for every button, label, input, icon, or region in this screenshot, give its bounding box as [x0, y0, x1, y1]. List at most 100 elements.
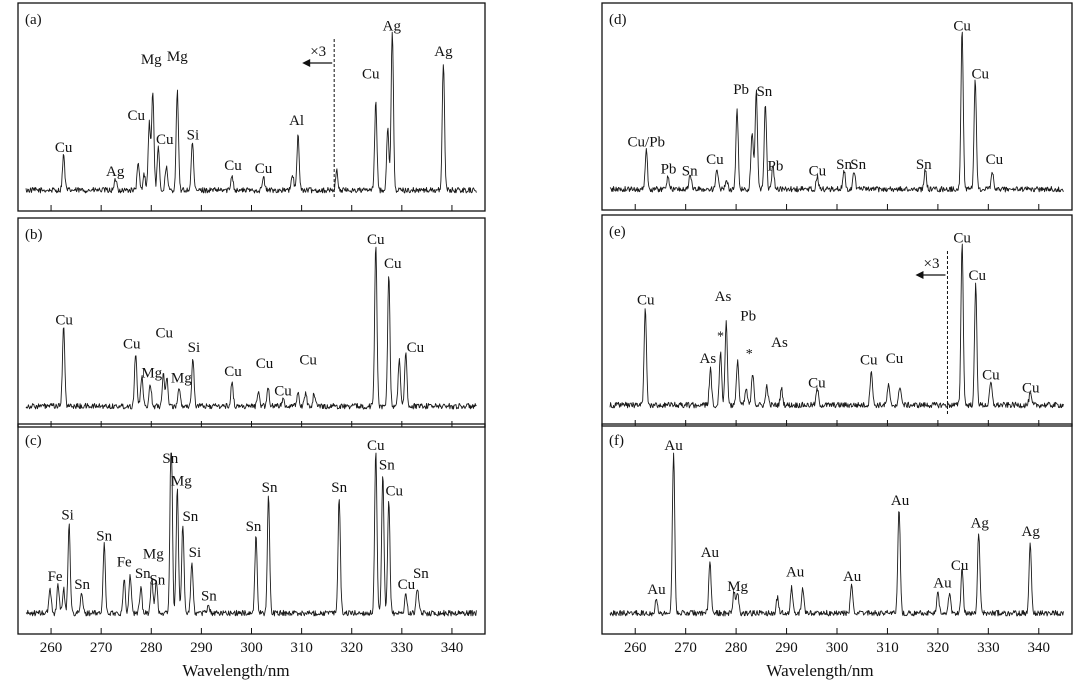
peak-label: Sn — [413, 566, 429, 582]
spectrum-line-f — [609, 452, 1064, 617]
peak-label: Ag — [106, 164, 125, 180]
panel-frame — [601, 2, 1073, 211]
peak-label: Mg — [141, 52, 162, 68]
peak-label: Cu — [982, 367, 1000, 383]
peak-label: Ag — [383, 19, 402, 35]
peak-label: Sn — [201, 589, 217, 605]
peak-label: Cu — [367, 232, 385, 248]
panel-label: (b) — [25, 227, 43, 243]
peak-label: Cu — [274, 383, 292, 399]
panel-c: (c)260 270 280 290 300 310 320 330 340FeSiSnSnFe… — [17, 423, 486, 656]
peak-label: * — [746, 347, 753, 362]
peak-label: Sn — [916, 157, 932, 173]
peak-label: Au — [647, 582, 666, 598]
peak-label: Cu — [968, 268, 986, 284]
peak-label: Cu — [384, 256, 402, 272]
peak-label: Cu — [156, 132, 174, 148]
peak-label: Sn — [135, 566, 151, 582]
x-tick-label: 300 — [240, 640, 263, 656]
x-tick-label: 310 — [290, 640, 313, 656]
peak-label: * — [717, 329, 724, 344]
peak-label: Si — [188, 340, 201, 356]
panel-f: (f) 260 270 280 290 300 310 320 330 340 Au Au Au Mg Au… — [601, 423, 1073, 656]
peak-label: Au — [891, 493, 910, 509]
peak-label: Ag — [434, 44, 453, 60]
x-axis-label-right: Wavelength/nm — [766, 661, 873, 680]
peak-label: Sn — [682, 163, 698, 179]
peak-label: Si — [61, 508, 74, 524]
peak-label: Ag — [1022, 524, 1041, 540]
peak-label: Pb — [740, 309, 756, 325]
panel-label: (a) — [25, 12, 42, 28]
peak-label: Sn — [96, 529, 112, 545]
x-tick-label: 290 — [775, 640, 798, 656]
spectrum-line-e — [609, 243, 1064, 409]
peak-label: Sn — [379, 457, 395, 473]
x-tick-label: 270 — [674, 640, 697, 656]
peak-label: Si — [189, 545, 202, 561]
peak-label: Cu — [256, 356, 274, 372]
peak-label: Sn — [182, 509, 198, 525]
peak-label: Cu — [637, 292, 655, 308]
x-tick-label: 330 — [391, 640, 414, 656]
peak-label: Fe — [117, 555, 132, 571]
peak-label: Mg — [167, 49, 188, 65]
peak-label: Au — [933, 576, 952, 592]
peak-label: Mg — [143, 546, 164, 562]
scale-factor-label: ×3 — [923, 256, 939, 272]
panel-label: (c) — [25, 433, 42, 449]
panel-a: (a) Cu Ag Cu Mg Cu Mg Si Cu Cu Al Cu Ag Ag ×3 — [17, 2, 486, 212]
peak-label: Ag — [971, 516, 990, 532]
peak-label: Cu — [886, 351, 904, 367]
peak-label: Fe — [48, 569, 63, 585]
x-tick-label: 340 — [1028, 640, 1051, 656]
peak-label: Mg — [727, 579, 748, 595]
peak-label: Sn — [756, 84, 772, 100]
peak-label: Cu — [953, 230, 971, 246]
peak-label: Cu — [55, 312, 73, 328]
spectrum-line-b — [25, 246, 477, 410]
scale-arrow-head — [302, 59, 311, 67]
peak-label: Au — [786, 564, 805, 580]
peak-label: Au — [701, 545, 720, 561]
x-tick-label: 270 — [90, 640, 113, 656]
spectrum-line-d — [609, 31, 1064, 193]
peak-label: Pb — [661, 162, 677, 178]
peak-label: Cu — [951, 558, 969, 574]
peak-label: As — [715, 289, 732, 305]
panel-label: (f) — [609, 433, 624, 449]
scale-arrow-head — [915, 271, 924, 279]
x-tick-label: 320 — [340, 640, 363, 656]
scale-factor-label: ×3 — [310, 44, 326, 60]
peak-label: Cu — [972, 66, 990, 82]
panel-label: (e) — [609, 224, 626, 240]
peak-label: Pb — [733, 82, 749, 98]
peak-label: Si — [187, 127, 200, 143]
peak-label: Cu — [386, 483, 404, 499]
peak-label: Au — [843, 569, 862, 585]
peak-label: Sn — [850, 157, 866, 173]
peak-label: Sn — [74, 577, 90, 593]
peak-label: As — [700, 351, 717, 367]
peak-label: Cu — [1022, 380, 1040, 396]
x-tick-label: 310 — [876, 640, 899, 656]
panel-label: (d) — [609, 12, 627, 28]
peak-label: Cu — [55, 140, 73, 156]
peak-label: Mg — [141, 366, 162, 382]
x-tick-label: 340 — [441, 640, 464, 656]
peak-label: Mg — [171, 474, 192, 490]
x-tick-label: 330 — [977, 640, 1000, 656]
peak-label: Al — [289, 113, 304, 129]
x-tick-label: 320 — [927, 640, 950, 656]
x-tick-label: 290 — [190, 640, 213, 656]
peak-label: Mg — [171, 370, 192, 386]
peak-label: Cu — [224, 158, 242, 174]
peak-label: Sn — [149, 572, 165, 588]
peak-label: Sn — [331, 480, 347, 496]
peak-label: Cu — [706, 152, 724, 168]
peak-label: Cu — [407, 340, 425, 356]
